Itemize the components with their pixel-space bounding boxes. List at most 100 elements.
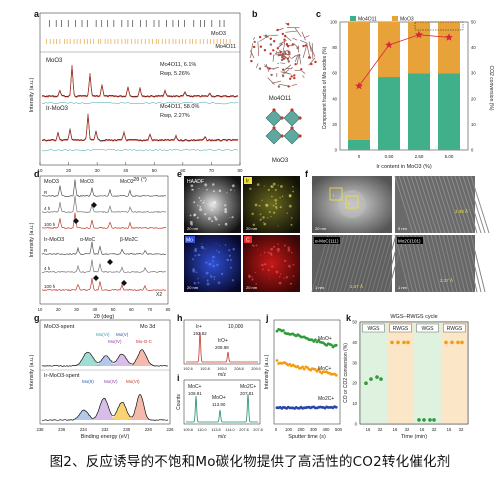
d-trace (41, 241, 167, 256)
k-point (369, 377, 373, 381)
b-mo4o11-structure (249, 22, 317, 88)
j-depth-profiles (275, 328, 338, 410)
c-bar-moo3 (378, 77, 400, 150)
c-conversion-star (445, 33, 453, 41)
g-x-tick: 226 (167, 427, 175, 432)
j-x-ticks: 0 100 200 300 400 500 (275, 427, 343, 432)
k-point (379, 377, 383, 381)
panel-a-label: a (34, 9, 40, 19)
g-x-tick: 228 (145, 427, 153, 432)
e-tile-ir: Ir (246, 179, 249, 185)
j-point-moc (317, 368, 320, 371)
c-legend-swatch-2 (392, 16, 398, 21)
j-x-tick: 300 (310, 427, 318, 432)
panel-d-label: d (34, 169, 40, 179)
d-trace (42, 179, 167, 198)
c-x-tick: 2.50 (415, 154, 424, 159)
panel-i: i MoC+ 109.91 MoO+ 113.90 Mo2C+ 207.81 C… (176, 373, 263, 440)
i-xlabel: m/z (218, 434, 227, 440)
d-phase-marker (121, 280, 127, 286)
a-fit-trace-moo3 (41, 65, 238, 98)
panel-e-label: e (177, 169, 182, 179)
d-x-tick: 60 (129, 307, 134, 312)
e-scale-2: 20 nm (246, 226, 258, 231)
a-trace2-name: Ir-MoO3 (46, 106, 69, 112)
h-frame (183, 319, 261, 365)
e-tile-haadf: HAADF (187, 179, 204, 185)
d-x-ticks: 10 20 30 40 50 60 70 80 (38, 307, 171, 312)
a-trace1-stat2: Rwp, 5.26% (160, 71, 190, 77)
d-phase-marker (93, 275, 99, 281)
k-point (450, 340, 454, 345)
h-spectrum (186, 331, 258, 363)
b-bottom-struct-label: MoO3 (272, 158, 289, 164)
a-xlabel: 2θ (°) (133, 177, 147, 183)
a-residual-moo3 (41, 101, 239, 105)
a-x-tick: 30 (95, 168, 101, 173)
panel-g: g MoO3-spent Mo 3d Ir-MoO3-spent Mo(VI) … (29, 313, 174, 440)
f-d-spacing-3: 2.37 Å (440, 277, 453, 283)
h-ion1-mass: 192.82 (193, 331, 207, 336)
j-x-tick: 0 (275, 427, 278, 432)
g-frame (39, 319, 171, 425)
c-left-tick: 20 (332, 122, 337, 127)
k-stage-labels: WGS RWGS WGS RWGS (362, 323, 466, 333)
k-y-tick: 10 (352, 401, 357, 406)
a-reference-ticks-moo3 (49, 20, 225, 27)
panel-e: e HAADF Ir Mo C (177, 169, 300, 292)
c-bar-mo4o11 (378, 22, 400, 78)
k-x-ticks: 16 32 16 32 16 32 16 32 (366, 427, 464, 432)
i-ion2: MoO+ (212, 395, 226, 401)
d-group-1: MoO3 (44, 179, 59, 185)
j-x-tick: 500 (335, 427, 343, 432)
c-right-tick: 10 (471, 122, 476, 127)
c-right-tick: 40 (471, 45, 476, 50)
k-point (456, 340, 460, 345)
d-scale-mark: X2 (156, 292, 162, 298)
d-legend-4: β-Mo2C (120, 237, 138, 243)
i-ion3-mass: 207.81 (240, 391, 254, 396)
a-x-tick: 50 (152, 168, 158, 173)
i-spectrum (186, 393, 258, 423)
panel-j: j MoO+ MoC+ Mo2C+ Intensity (a.u.) 0 100 2… (264, 313, 343, 440)
j-x-tick: 400 (323, 427, 331, 432)
k-point (406, 340, 410, 345)
panel-c-label: c (316, 9, 321, 19)
c-legend-2: MoO3 (400, 17, 414, 23)
b-moo3-structure (265, 108, 302, 145)
e-tile-mo: Mo (186, 238, 193, 244)
g-x-tick: 236 (58, 427, 66, 432)
d-phase-marker (91, 202, 97, 208)
g-envelope-2 (42, 393, 169, 421)
c-right-ticks: 0 10 20 30 40 50 (471, 20, 476, 153)
i-ion3: Mo2C+ (240, 384, 256, 390)
f-d-spacing-1: 2.39 Å (455, 208, 468, 214)
e-scale-3: 20 nm (187, 285, 199, 290)
k-x-tick: 32 (378, 427, 383, 432)
k-xlabel: Time (min) (401, 434, 427, 440)
g-peak-mo4: Mo(IV) (108, 339, 122, 344)
c-left-ticks: 0 20 40 60 80 100 (330, 20, 338, 153)
g-x-tick: 238 (37, 427, 45, 432)
j-x-tick: 100 (285, 427, 293, 432)
h-ion2-mass: 208.98 (215, 345, 229, 350)
g-component-spent (42, 356, 168, 366)
k-point (375, 375, 379, 379)
k-stage-label: RWGS (447, 326, 463, 332)
g-title-1: MoO3-spent (44, 324, 75, 330)
d-x-tick: 40 (93, 307, 98, 312)
h-ion2: IrO+ (218, 338, 228, 344)
c-x-tick: 0 (358, 154, 361, 159)
b-top-struct-label: Mo4O11 (269, 96, 292, 102)
j-point-moo (334, 343, 338, 347)
k-y-tick: 0 (355, 422, 358, 427)
d-xrd-traces (41, 179, 167, 292)
k-point (396, 340, 400, 345)
f-region-i: i (333, 193, 334, 199)
j-point-moo (282, 329, 285, 332)
k-stage-label: WGS (368, 326, 381, 332)
h-x-tick: 193.0 (217, 367, 227, 371)
g-peak2-mo4: Mo(IV) (104, 379, 118, 384)
panel-h: h Ir+ 192.82 IrO+ 208.98 10,000 192.6 192… (177, 313, 261, 378)
h-x-tick: 208.8 (234, 367, 244, 371)
